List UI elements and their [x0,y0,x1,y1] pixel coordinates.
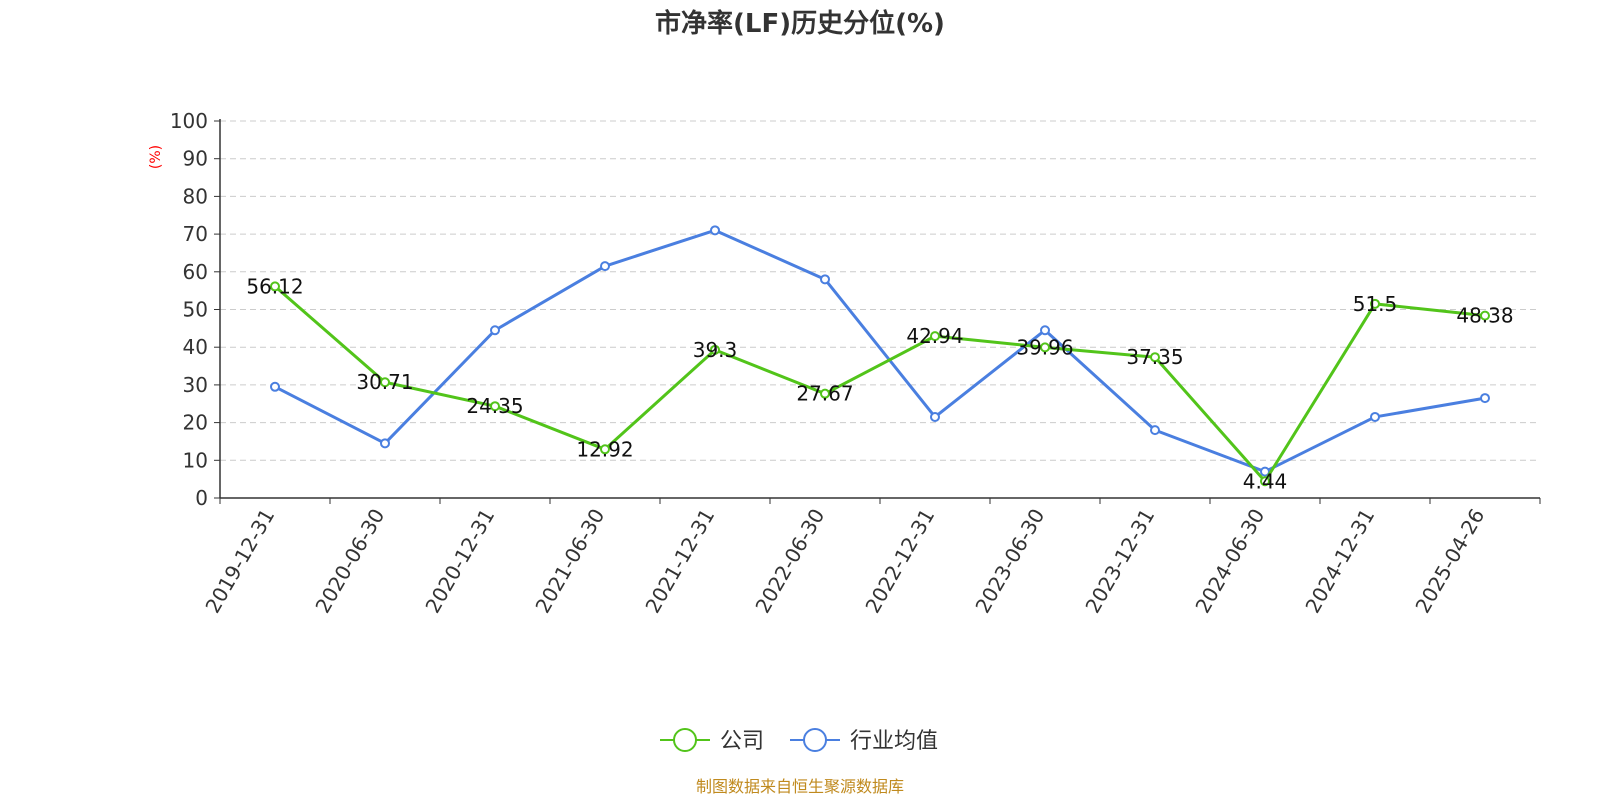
axes: 0 10 20 30 40 50 60 70 80 90 100 2019-12-31 2020-06-… [170,109,1541,618]
y-tick-label: 10 [183,448,208,472]
y-tick-label: 90 [183,147,208,171]
company-data-label: 56.12 [246,274,303,298]
legend: 公司 行业均值 [660,728,938,754]
y-tick-label: 30 [183,373,208,397]
x-tick-label: 2023-12-31 [1080,505,1159,618]
source-note: 制图数据来自恒生聚源数据库 [696,777,904,796]
x-tick-label: 2025-04-26 [1410,505,1489,618]
x-tick-label: 2024-06-30 [1190,505,1269,618]
industry-point[interactable] [1260,466,1270,477]
y-tick-label: 60 [183,260,208,284]
legend-company-marker [673,728,697,752]
chart-title: 市净率(LF)历史分位(%) [655,8,945,39]
x-tick-label: 2020-06-30 [310,505,389,618]
company-point[interactable] [1150,352,1160,363]
company-point[interactable] [490,401,500,412]
y-tick-label: 80 [183,184,208,208]
industry-point[interactable] [930,411,940,422]
legend-item-company[interactable]: 公司 [660,728,764,754]
company-data-label: 39.3 [693,338,738,362]
x-tick-label: 2022-12-31 [860,505,939,618]
company-point[interactable] [600,444,610,455]
company-data-label: 42.94 [906,324,963,348]
legend-industry-label: 行业均值 [850,729,938,754]
industry-point[interactable] [1150,425,1160,436]
x-tick-label: 2020-12-31 [420,505,499,618]
y-axis-unit: (%) [148,145,164,169]
legend-item-industry[interactable]: 行业均值 [790,728,938,754]
company-series-line [274,285,1486,483]
company-point[interactable] [270,281,280,292]
x-tick-label: 2021-06-30 [530,505,609,618]
y-tick-label: 50 [183,298,208,322]
company-point[interactable] [1260,476,1270,487]
industry-series-line [274,228,1486,474]
x-tick-label: 2021-12-31 [640,505,719,618]
company-data-label: 27.67 [796,382,853,406]
data-labels: 56.12 30.71 24.35 12.92 39.3 27.67 42.94 39.96 3… [246,274,1513,493]
industry-point[interactable] [600,261,610,272]
y-tick-label: 100 [170,109,208,133]
company-point[interactable] [380,377,390,388]
legend-industry-marker [803,728,827,752]
company-point[interactable] [1040,342,1050,353]
industry-point[interactable] [1040,325,1050,336]
industry-point[interactable] [710,225,720,236]
company-data-label: 37.35 [1126,345,1183,369]
company-data-label: 24.35 [466,394,523,418]
company-data-label: 48.38 [1456,304,1513,328]
industry-point[interactable] [270,381,280,392]
industry-point[interactable] [380,438,390,449]
company-data-label: 4.44 [1243,469,1288,493]
x-tick-label: 2022-06-30 [750,505,829,618]
company-data-label: 51.5 [1353,292,1398,316]
company-point[interactable] [820,388,830,399]
legend-company-label: 公司 [720,729,764,754]
company-data-label: 39.96 [1016,335,1073,359]
industry-point[interactable] [1480,393,1490,404]
company-point[interactable] [1480,310,1490,321]
industry-point[interactable] [1370,411,1380,422]
series-lines [270,225,1490,487]
y-tick-label: 70 [183,222,208,246]
x-tick-label: 2019-12-31 [200,505,279,618]
company-point[interactable] [710,344,720,355]
x-tick-label: 2024-12-31 [1300,505,1379,618]
y-tick-label: 20 [183,411,208,435]
company-data-label: 12.92 [576,437,633,461]
y-tick-label: 0 [195,486,208,510]
company-data-label: 30.71 [356,370,413,394]
industry-point[interactable] [820,274,830,285]
x-tick-label: 2023-06-30 [970,505,1049,618]
company-point[interactable] [930,331,940,342]
industry-point[interactable] [490,325,500,336]
company-point[interactable] [1370,298,1380,309]
y-tick-label: 40 [183,335,208,359]
